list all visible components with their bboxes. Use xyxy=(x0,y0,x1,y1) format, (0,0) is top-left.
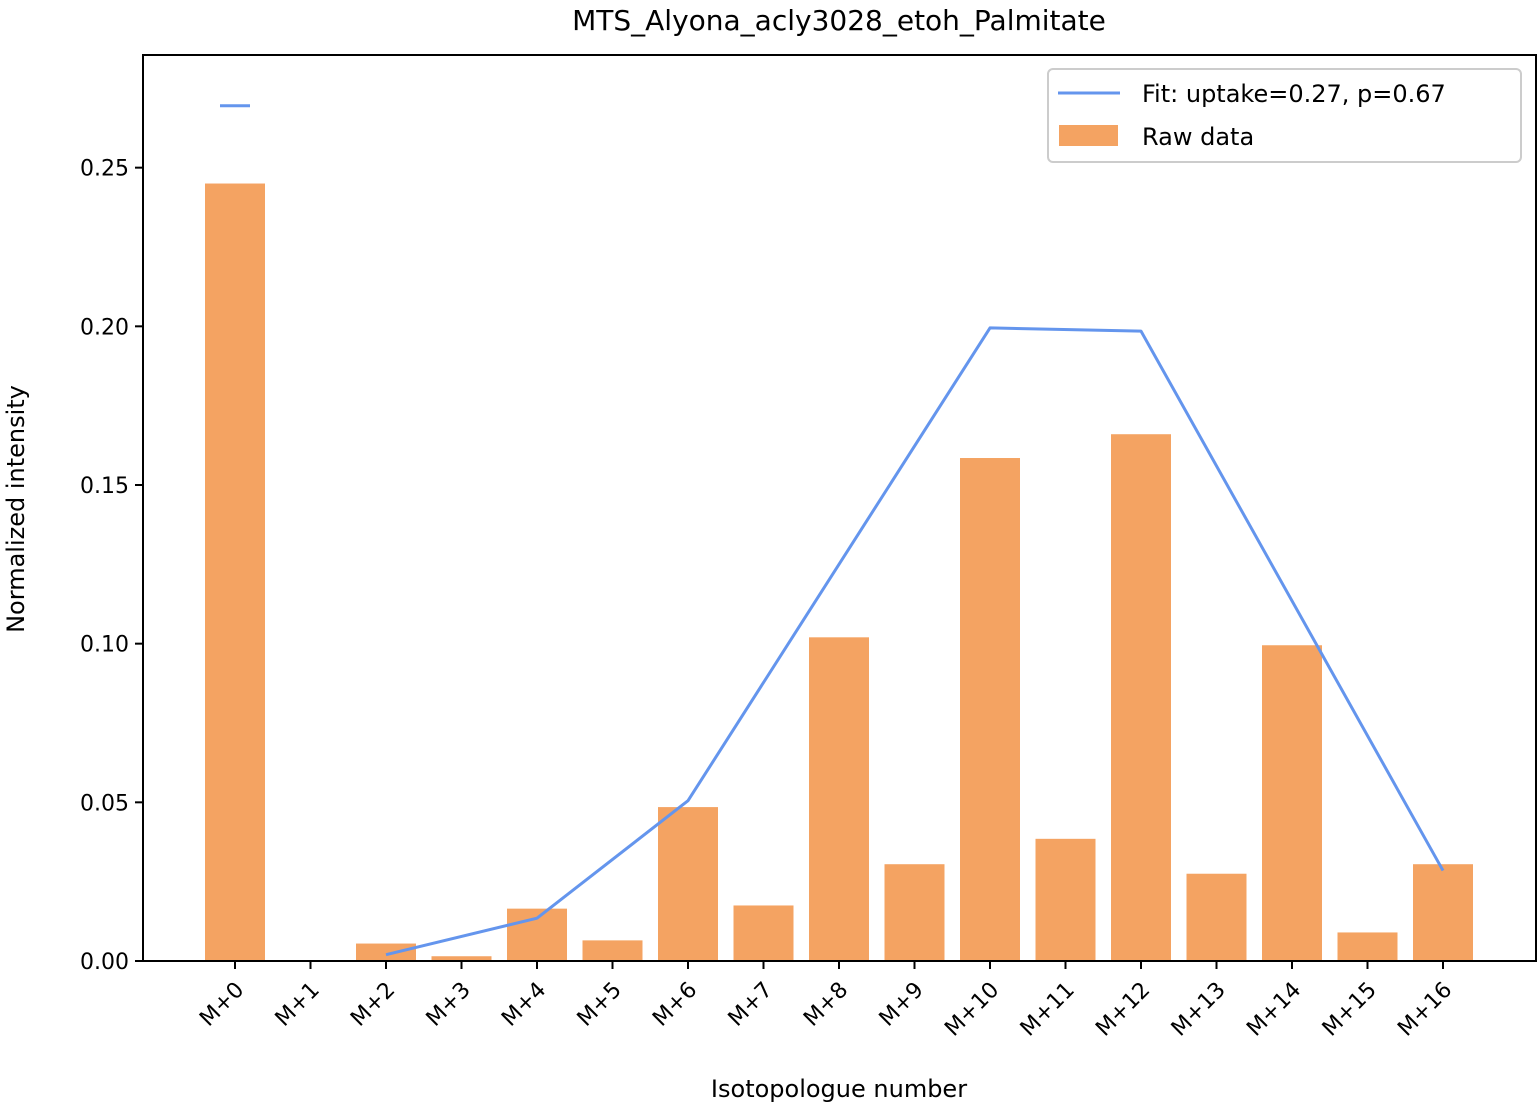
x-tick-label: M+7 xyxy=(724,978,778,1032)
y-tick-label: 0.15 xyxy=(80,474,129,499)
bar-m-plus-2 xyxy=(356,943,416,961)
x-tick-label: M+6 xyxy=(648,978,702,1032)
chart-title: MTS_Alyona_acly3028_etoh_Palmitate xyxy=(572,4,1106,37)
x-tick-label: M+2 xyxy=(346,978,400,1032)
legend-raw-swatch xyxy=(1059,125,1118,146)
bar-m-plus-15 xyxy=(1337,932,1398,961)
y-tick-label: 0.10 xyxy=(80,633,129,658)
x-tick-label: M+8 xyxy=(799,978,853,1032)
legend: Fit: uptake=0.27, p=0.67 Raw data xyxy=(1047,68,1522,163)
y-tick-label: 0.05 xyxy=(80,791,129,816)
bar-m-plus-7 xyxy=(733,905,794,961)
x-tick-label: M+10 xyxy=(940,978,1004,1042)
x-tick-label: M+1 xyxy=(271,978,325,1032)
bar-m-plus-6 xyxy=(658,807,718,961)
y-tick-label: 0.25 xyxy=(80,157,129,182)
x-tick-label: M+12 xyxy=(1091,978,1155,1042)
bar-m-plus-5 xyxy=(582,940,643,961)
x-tick-label: M+13 xyxy=(1167,978,1231,1042)
fit-line xyxy=(385,326,1445,957)
bar-m-plus-12 xyxy=(1111,434,1171,962)
x-tick-label: M+0 xyxy=(195,978,249,1032)
x-tick-label: M+14 xyxy=(1242,978,1306,1042)
x-tick-label: M+5 xyxy=(573,978,627,1032)
x-tick-label: M+9 xyxy=(875,978,929,1032)
y-axis-title: Normalized intensity xyxy=(2,385,30,633)
bar-m-plus-16 xyxy=(1413,864,1473,961)
x-tick-label: M+11 xyxy=(1016,978,1080,1042)
bar-m-plus-10 xyxy=(960,458,1020,961)
x-tick-label: M+15 xyxy=(1318,978,1382,1042)
y-tick-label: 0.20 xyxy=(80,315,129,340)
bar-m-plus-3 xyxy=(431,956,492,961)
bar-m-plus-11 xyxy=(1035,838,1096,961)
y-tick-label: 0.00 xyxy=(80,950,129,975)
x-tick-label: M+4 xyxy=(497,978,551,1032)
x-tick-label: M+3 xyxy=(422,978,476,1032)
fit-line-layer xyxy=(220,104,1445,957)
bar-m-plus-9 xyxy=(884,864,945,961)
legend-raw-label: Raw data xyxy=(1142,123,1254,151)
x-tick-label: M+16 xyxy=(1393,978,1457,1042)
bar-m-plus-8 xyxy=(809,637,869,961)
bar-m-plus-13 xyxy=(1186,873,1247,961)
bars-layer xyxy=(205,183,1473,962)
x-axis-title: Isotopologue number xyxy=(711,1075,967,1103)
legend-fit-label: Fit: uptake=0.27, p=0.67 xyxy=(1142,80,1446,108)
legend-frame xyxy=(1047,68,1522,163)
bar-m-plus-0 xyxy=(205,183,265,961)
bar-m-plus-14 xyxy=(1262,645,1322,961)
